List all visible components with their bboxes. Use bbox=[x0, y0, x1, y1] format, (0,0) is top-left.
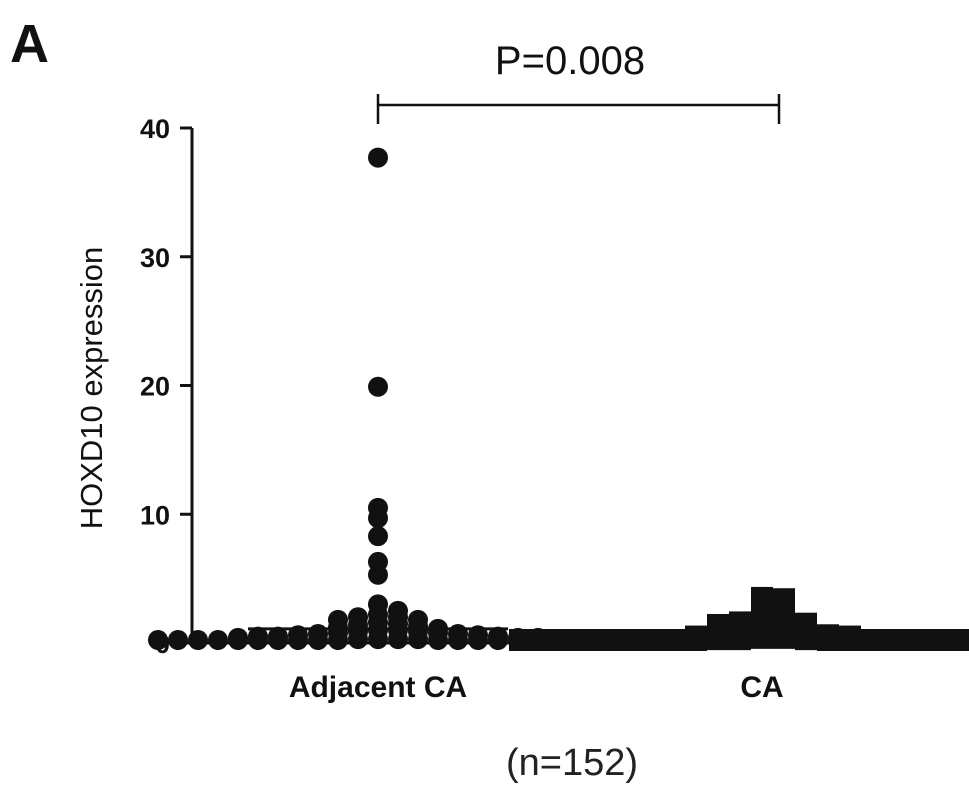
data-point bbox=[308, 623, 328, 644]
data-point bbox=[368, 594, 388, 615]
y-tick-label: 30 bbox=[140, 243, 170, 273]
panel-label: A bbox=[10, 14, 49, 74]
significance-bracket: P=0.008 bbox=[376, 39, 781, 124]
data-point bbox=[368, 526, 388, 547]
data-point bbox=[773, 588, 795, 611]
data-point bbox=[751, 586, 773, 609]
data-points bbox=[148, 147, 969, 651]
x-category-label: CA bbox=[740, 671, 783, 704]
data-point bbox=[553, 629, 575, 651]
y-axis-label: HOXD10 expression bbox=[74, 247, 109, 530]
y-tick-label: 40 bbox=[140, 114, 170, 144]
data-point bbox=[883, 629, 905, 651]
data-point bbox=[448, 623, 468, 644]
p-value-annotation: P=0.008 bbox=[495, 39, 645, 83]
data-point bbox=[328, 609, 348, 630]
y-ticks: 010203040 bbox=[140, 114, 192, 659]
y-tick-label: 10 bbox=[140, 500, 170, 530]
data-point bbox=[168, 630, 188, 650]
data-point bbox=[861, 629, 883, 651]
data-point bbox=[619, 629, 641, 651]
data-point bbox=[927, 629, 949, 651]
data-point bbox=[368, 551, 388, 572]
data-point bbox=[531, 629, 553, 651]
median-lines bbox=[248, 627, 882, 639]
sample-size-caption: (n=152) bbox=[506, 742, 638, 784]
data-point bbox=[368, 497, 388, 518]
data-point bbox=[188, 630, 208, 650]
data-point bbox=[905, 629, 927, 651]
data-point bbox=[949, 629, 969, 651]
data-point bbox=[488, 626, 508, 647]
y-tick-label: 20 bbox=[140, 372, 170, 402]
x-categories: Adjacent CA CA bbox=[289, 671, 784, 704]
data-point bbox=[795, 612, 817, 635]
x-category-label: Adjacent CA bbox=[289, 671, 467, 704]
data-point bbox=[575, 629, 597, 651]
data-point bbox=[729, 611, 751, 634]
data-point bbox=[148, 630, 168, 650]
data-point bbox=[268, 626, 288, 647]
data-point bbox=[368, 376, 388, 397]
data-point bbox=[597, 629, 619, 651]
data-point bbox=[248, 626, 268, 647]
data-point bbox=[228, 627, 248, 648]
data-point bbox=[641, 629, 663, 651]
data-point bbox=[707, 613, 729, 636]
data-point bbox=[509, 629, 531, 651]
data-point bbox=[408, 609, 428, 630]
data-point bbox=[663, 629, 685, 651]
data-point bbox=[208, 630, 228, 650]
data-point bbox=[388, 600, 408, 621]
data-point bbox=[348, 607, 368, 628]
data-point bbox=[368, 147, 388, 168]
